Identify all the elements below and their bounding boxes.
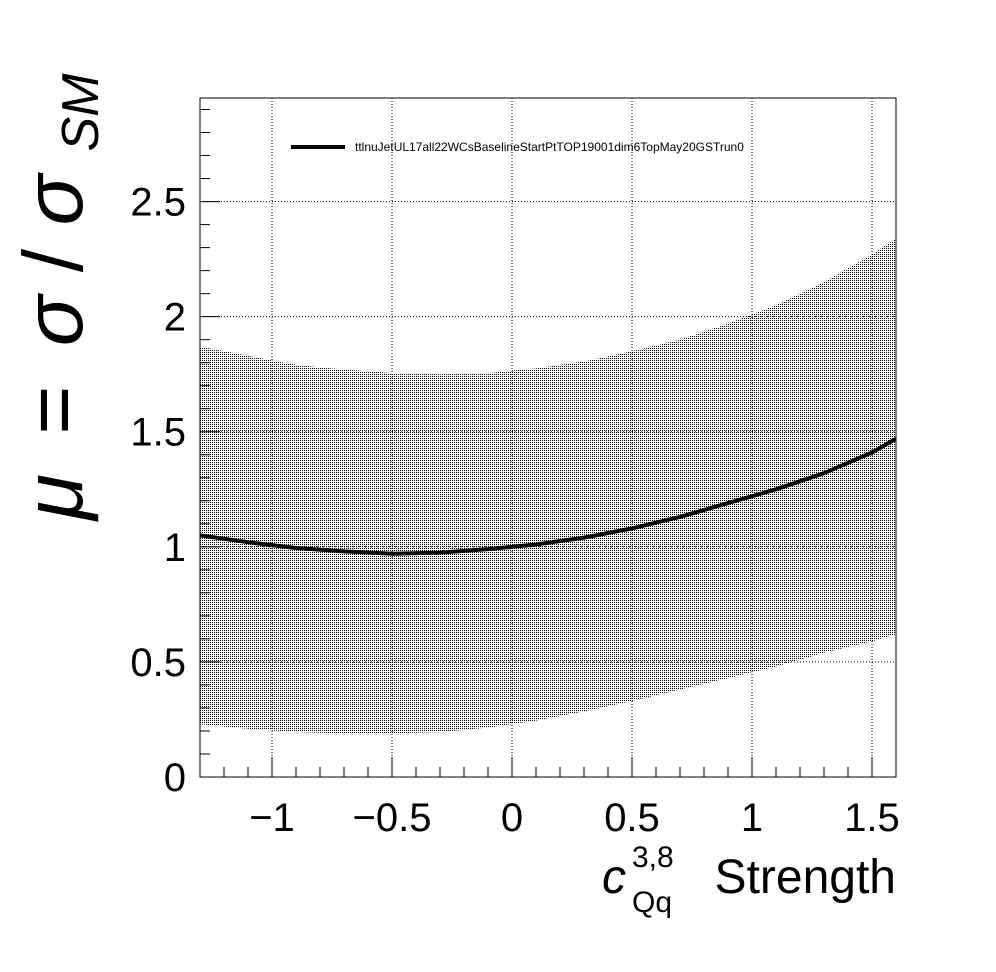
series-line-layer — [200, 436, 896, 556]
x-tick-labels: −1 −0.5 0 0.5 1 1.5 — [249, 796, 900, 840]
y-axis-subscript: SM — [52, 73, 110, 152]
x-axis-subscript: Qq — [632, 886, 672, 919]
y-tick-label: 1.5 — [130, 411, 186, 455]
legend-entry-label: ttlnuJetUL17all22WCsBaselineStartPtTOP19… — [355, 140, 744, 154]
y-axis-equals: = — [6, 386, 100, 435]
y-axis-title: μ = σ / σ SM — [6, 73, 110, 522]
y-tick-label: 2 — [164, 296, 186, 340]
plot-frame — [199, 97, 897, 778]
x-axis-title: c 3,8 Qq Strength — [602, 841, 896, 919]
y-axis-sigma: σ — [6, 292, 100, 346]
x-axis-superscript: 3,8 — [632, 841, 674, 874]
y-tick-label: 0 — [164, 756, 186, 800]
uncertainty-band-layer — [200, 238, 896, 734]
y-tick-label: 1 — [164, 526, 186, 570]
x-tick-label: 1 — [741, 796, 763, 840]
x-tick-label: −0.5 — [353, 796, 432, 840]
x-tick-label: 1.5 — [844, 796, 900, 840]
y-axis-mu: μ — [6, 474, 100, 522]
y-tick-label: 0.5 — [130, 641, 186, 685]
x-axis-text: Strength — [715, 851, 896, 904]
y-tick-label: 2.5 — [130, 181, 186, 225]
y-axis-slash: / — [6, 248, 100, 272]
x-tick-label: −1 — [249, 796, 295, 840]
legend: ttlnuJetUL17all22WCsBaselineStartPtTOP19… — [291, 140, 744, 154]
svg-text:μ = σ /: μ = σ / σ SM — [6, 73, 110, 522]
y-tick-labels: 0 0.5 1 1.5 2 2.5 — [130, 181, 186, 800]
x-tick-label: 0.5 — [604, 796, 660, 840]
series-line — [200, 436, 896, 556]
uncertainty-band — [200, 238, 896, 734]
x-tick-label: 0 — [501, 796, 523, 840]
y-axis-sigma-sm: σ — [6, 172, 100, 226]
x-axis-symbol: c — [602, 851, 626, 904]
